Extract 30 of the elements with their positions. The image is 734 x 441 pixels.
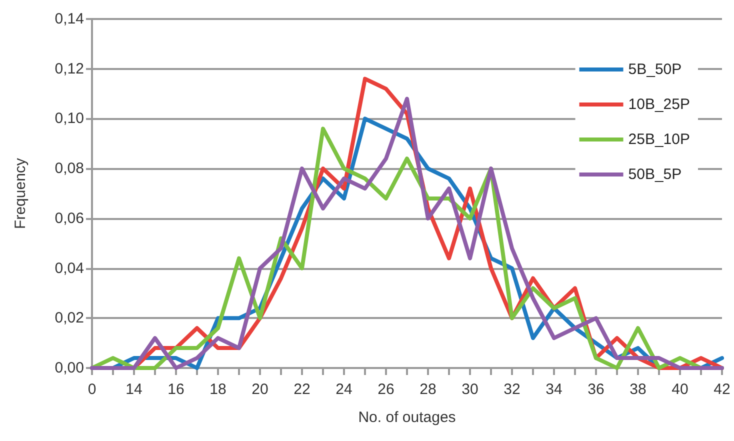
y-tick-label: 0,00 — [54, 360, 84, 376]
x-axis-title: No. of outages — [358, 409, 456, 426]
x-tick-label: 38 — [630, 381, 646, 398]
y-tick-label: 0,10 — [54, 110, 84, 128]
x-tick-label: 36 — [588, 381, 604, 398]
x-tick-label: 26 — [378, 381, 394, 398]
y-tick-label: 0,14 — [54, 10, 84, 28]
x-tick-label: 20 — [252, 381, 268, 398]
x-tick-label: 34 — [546, 381, 562, 398]
y-axis-title: Frequency — [12, 158, 29, 229]
x-tick-label: 18 — [210, 381, 226, 398]
x-tick-label: 24 — [336, 381, 352, 398]
legend-label: 10B_25P — [628, 96, 690, 113]
x-tick-label: 28 — [420, 381, 436, 398]
x-tick-label: 22 — [294, 381, 310, 398]
x-tick-label: 0 — [88, 381, 96, 398]
legend-label: 25B_10P — [628, 131, 690, 148]
y-tick-label: 0,02 — [54, 310, 84, 327]
y-tick-label: 0,04 — [54, 260, 84, 277]
x-tick-label: 16 — [168, 381, 184, 398]
legend-label: 5B_50P — [628, 61, 682, 78]
y-tick-label: 0,08 — [54, 160, 84, 178]
x-tick-label: 30 — [462, 381, 478, 398]
x-tick-label: 32 — [504, 381, 520, 398]
x-tick-label: 42 — [714, 381, 730, 398]
y-tick-label: 0,12 — [54, 60, 84, 78]
x-tick-label: 40 — [672, 381, 688, 398]
y-tick-label: 0,06 — [54, 210, 84, 227]
x-tick-label: 14 — [126, 381, 142, 398]
legend-label: 50B_5P — [628, 166, 682, 183]
